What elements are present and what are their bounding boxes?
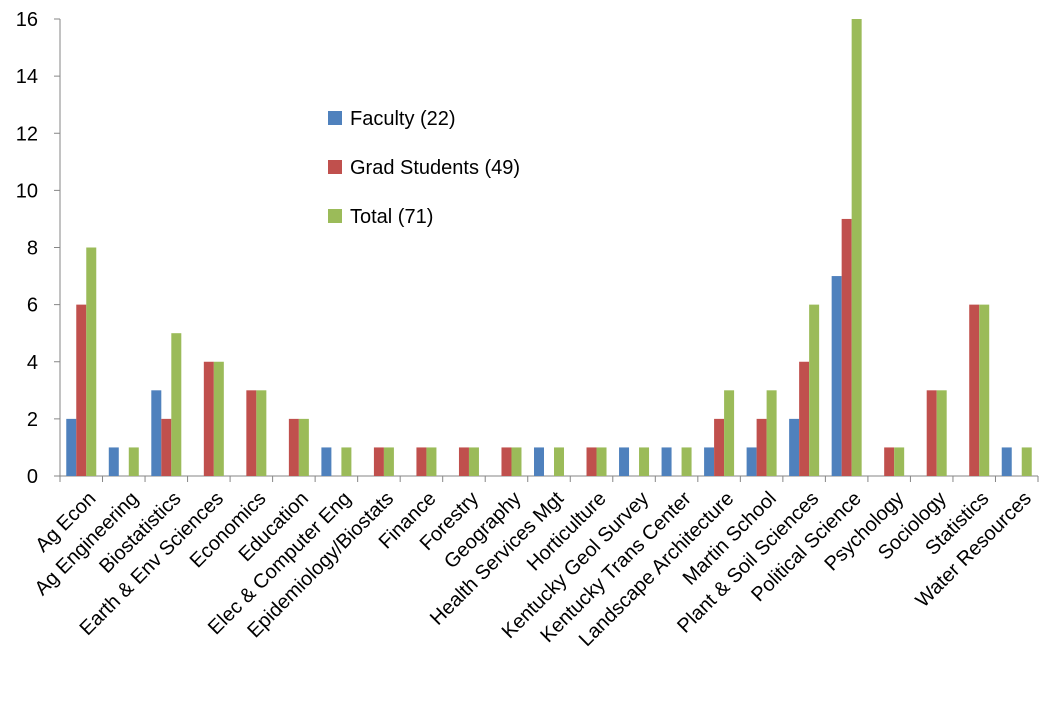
bar-total	[468, 447, 479, 476]
bar-total	[979, 304, 990, 476]
bar-faculty	[704, 447, 715, 476]
bar-faculty	[1001, 447, 1012, 476]
legend-label: Faculty (22)	[350, 108, 456, 130]
bar-grad-students	[926, 390, 937, 476]
bar-total	[851, 19, 862, 476]
bar-grad-students	[884, 447, 895, 476]
legend-swatch	[328, 160, 342, 174]
legend-swatch	[328, 209, 342, 223]
bar-faculty	[66, 418, 77, 476]
bar-total	[639, 447, 650, 476]
legend-swatch	[328, 111, 342, 125]
axes	[54, 18, 1039, 482]
bar-total	[681, 447, 692, 476]
bar-faculty	[534, 447, 544, 476]
bars	[66, 19, 1032, 476]
bar-grad-students	[969, 304, 980, 476]
bar-grad-students	[373, 447, 384, 476]
bar-faculty	[661, 447, 672, 476]
bar-total	[511, 447, 522, 476]
bar-total	[341, 447, 352, 476]
bar-grad-students	[416, 447, 427, 476]
y-tick-label: 2	[27, 409, 38, 431]
bar-grad-students	[799, 361, 810, 476]
bar-grad-students	[756, 418, 767, 476]
bar-total	[426, 447, 437, 476]
bar-grad-students	[203, 361, 214, 476]
legend: Faculty (22) Grad Students (49) Total (71)	[328, 108, 520, 228]
bar-grad-students	[714, 418, 725, 476]
y-tick-labels: 0 2 4 6 8 10 12 14 16	[16, 9, 38, 488]
bar-total	[86, 247, 97, 476]
y-tick-label: 0	[27, 466, 38, 488]
y-tick-label: 4	[27, 352, 38, 374]
bar-total	[171, 333, 182, 476]
y-tick-label: 16	[16, 9, 38, 31]
bar-total	[596, 447, 607, 476]
bar-total	[213, 361, 224, 476]
bar-total	[809, 304, 820, 476]
legend-label: Total (71)	[350, 206, 433, 228]
y-tick-label: 14	[16, 66, 38, 88]
bar-total	[766, 390, 777, 476]
bar-total	[554, 447, 564, 476]
bar-faculty	[321, 447, 332, 476]
bar-grad-students	[458, 447, 469, 476]
bar-total	[936, 390, 947, 476]
bar-grad-students	[76, 304, 87, 476]
bar-grad-students	[246, 390, 257, 476]
bar-faculty	[831, 276, 842, 476]
bar-total	[1021, 447, 1032, 476]
bar-total	[128, 447, 139, 476]
bar-total	[298, 418, 309, 476]
bar-grad-students	[586, 447, 597, 476]
bar-grad-students	[841, 218, 852, 476]
bar-faculty	[108, 447, 119, 476]
bar-faculty	[151, 390, 162, 476]
bar-total	[383, 447, 394, 476]
bar-grad-students	[501, 447, 512, 476]
y-tick-label: 12	[16, 123, 38, 145]
bar-faculty	[619, 447, 630, 476]
bar-total	[724, 390, 735, 476]
bar-faculty	[789, 418, 800, 476]
y-tick-label: 6	[27, 295, 38, 317]
bar-grad-students	[161, 418, 172, 476]
bar-total	[256, 390, 267, 476]
y-tick-label: 10	[16, 180, 38, 202]
bar-total	[894, 447, 905, 476]
bar-faculty	[746, 447, 757, 476]
y-tick-label: 8	[27, 238, 38, 260]
bar-grad-students	[288, 418, 299, 476]
legend-label: Grad Students (49)	[350, 157, 520, 179]
